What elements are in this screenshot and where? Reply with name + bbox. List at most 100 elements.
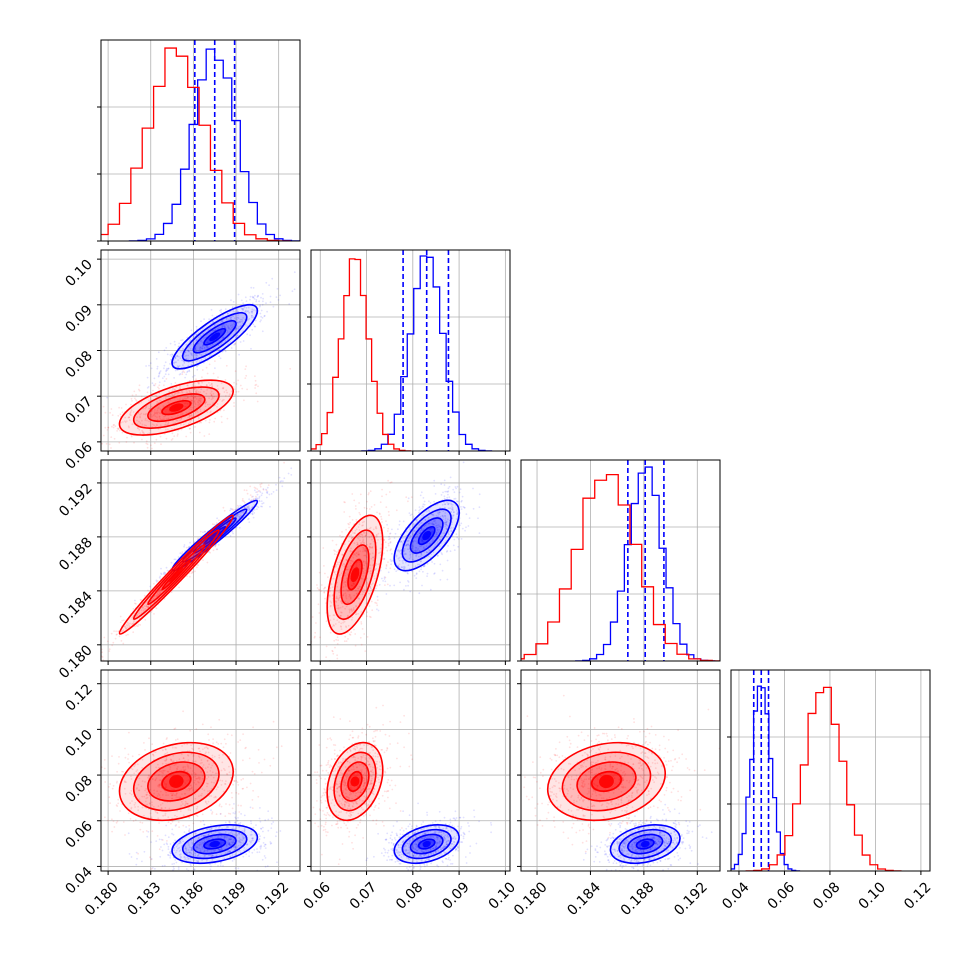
sample-point xyxy=(353,609,355,612)
sample-point xyxy=(409,514,412,517)
sample-point xyxy=(356,592,359,595)
sample-point xyxy=(413,530,416,533)
sample-point xyxy=(433,545,436,548)
sample-point xyxy=(243,830,246,833)
sample-point xyxy=(427,523,430,525)
sample-point xyxy=(338,621,340,623)
sample-point xyxy=(232,846,235,849)
sample-point xyxy=(412,540,414,543)
sample-point xyxy=(366,527,368,530)
sample-point xyxy=(112,424,115,426)
sample-point xyxy=(194,402,197,404)
sample-point xyxy=(182,398,184,401)
sample-point xyxy=(248,850,251,853)
sample-point xyxy=(243,507,246,509)
sample-point xyxy=(341,553,344,556)
sample-point xyxy=(200,388,203,391)
sample-point xyxy=(360,533,363,536)
sample-point xyxy=(241,387,244,390)
sample-point xyxy=(349,562,352,564)
sample-point xyxy=(456,509,458,512)
sample-point xyxy=(403,548,406,550)
sample-point xyxy=(422,513,425,516)
sample-point xyxy=(463,506,466,509)
sample-point xyxy=(176,435,179,437)
sample-point xyxy=(155,840,158,842)
sample-point xyxy=(478,506,481,509)
sample-point xyxy=(122,642,125,645)
grid xyxy=(311,250,510,451)
sample-point xyxy=(204,542,207,544)
sample-point xyxy=(156,592,159,594)
sample-point xyxy=(421,507,423,510)
sample-point xyxy=(156,416,158,418)
sample-point xyxy=(95,438,97,440)
sample-point xyxy=(179,387,181,389)
sample-point xyxy=(154,409,156,411)
sample-point xyxy=(422,503,425,506)
sample-point xyxy=(191,399,194,402)
sample-point xyxy=(412,522,415,525)
sample-point xyxy=(158,590,160,593)
sample-point xyxy=(236,515,239,518)
sample-point xyxy=(350,547,352,550)
sample-point xyxy=(165,370,168,373)
sample-point xyxy=(420,553,423,555)
sample-point xyxy=(362,546,364,549)
sample-point xyxy=(356,536,359,539)
sample-point xyxy=(269,841,272,843)
sample-point xyxy=(423,500,426,503)
sample-point xyxy=(137,388,140,391)
sample-point xyxy=(420,545,422,548)
sample-point xyxy=(358,585,361,588)
sample-point xyxy=(267,829,270,832)
sample-point xyxy=(234,342,237,345)
sample-point xyxy=(334,565,337,568)
sample-point xyxy=(236,310,239,313)
sample-point xyxy=(206,347,209,349)
sample-point xyxy=(362,575,365,577)
sample-point xyxy=(389,584,391,587)
sample-point xyxy=(210,394,213,397)
sample-point xyxy=(339,615,342,617)
sample-point xyxy=(341,554,344,556)
sample-point xyxy=(254,487,257,490)
sample-point xyxy=(113,424,115,426)
sample-point xyxy=(215,522,218,524)
sample-point xyxy=(366,562,368,565)
sample-point xyxy=(183,544,186,546)
density-red xyxy=(101,461,285,661)
sample-point xyxy=(167,373,170,376)
sample-point xyxy=(369,616,372,619)
sample-point xyxy=(165,369,168,372)
sample-point xyxy=(412,517,415,520)
sample-point xyxy=(264,843,267,846)
sample-point xyxy=(359,535,362,538)
sample-point xyxy=(369,572,372,575)
sample-point xyxy=(444,519,447,521)
sample-point xyxy=(456,513,459,516)
sample-point xyxy=(125,420,128,422)
sample-point xyxy=(251,513,254,516)
sample-point xyxy=(185,868,188,870)
sample-point xyxy=(227,518,230,521)
sample-point xyxy=(180,339,183,342)
sample-point xyxy=(164,423,167,426)
sample-point xyxy=(131,423,134,426)
sample-point xyxy=(344,501,346,504)
sample-point xyxy=(242,837,245,840)
sample-point xyxy=(181,551,184,553)
sample-point xyxy=(438,528,440,531)
sample-point xyxy=(368,527,371,530)
sample-point xyxy=(211,536,214,539)
sample-point xyxy=(136,857,138,860)
sample-point xyxy=(376,584,378,587)
sample-point xyxy=(224,852,227,854)
sample-point xyxy=(179,857,182,860)
sample-point xyxy=(188,415,191,417)
sample-point xyxy=(131,400,133,402)
sample-point xyxy=(261,492,264,495)
sample-point xyxy=(452,488,455,491)
sample-point xyxy=(331,586,334,588)
density-peak xyxy=(350,567,360,583)
